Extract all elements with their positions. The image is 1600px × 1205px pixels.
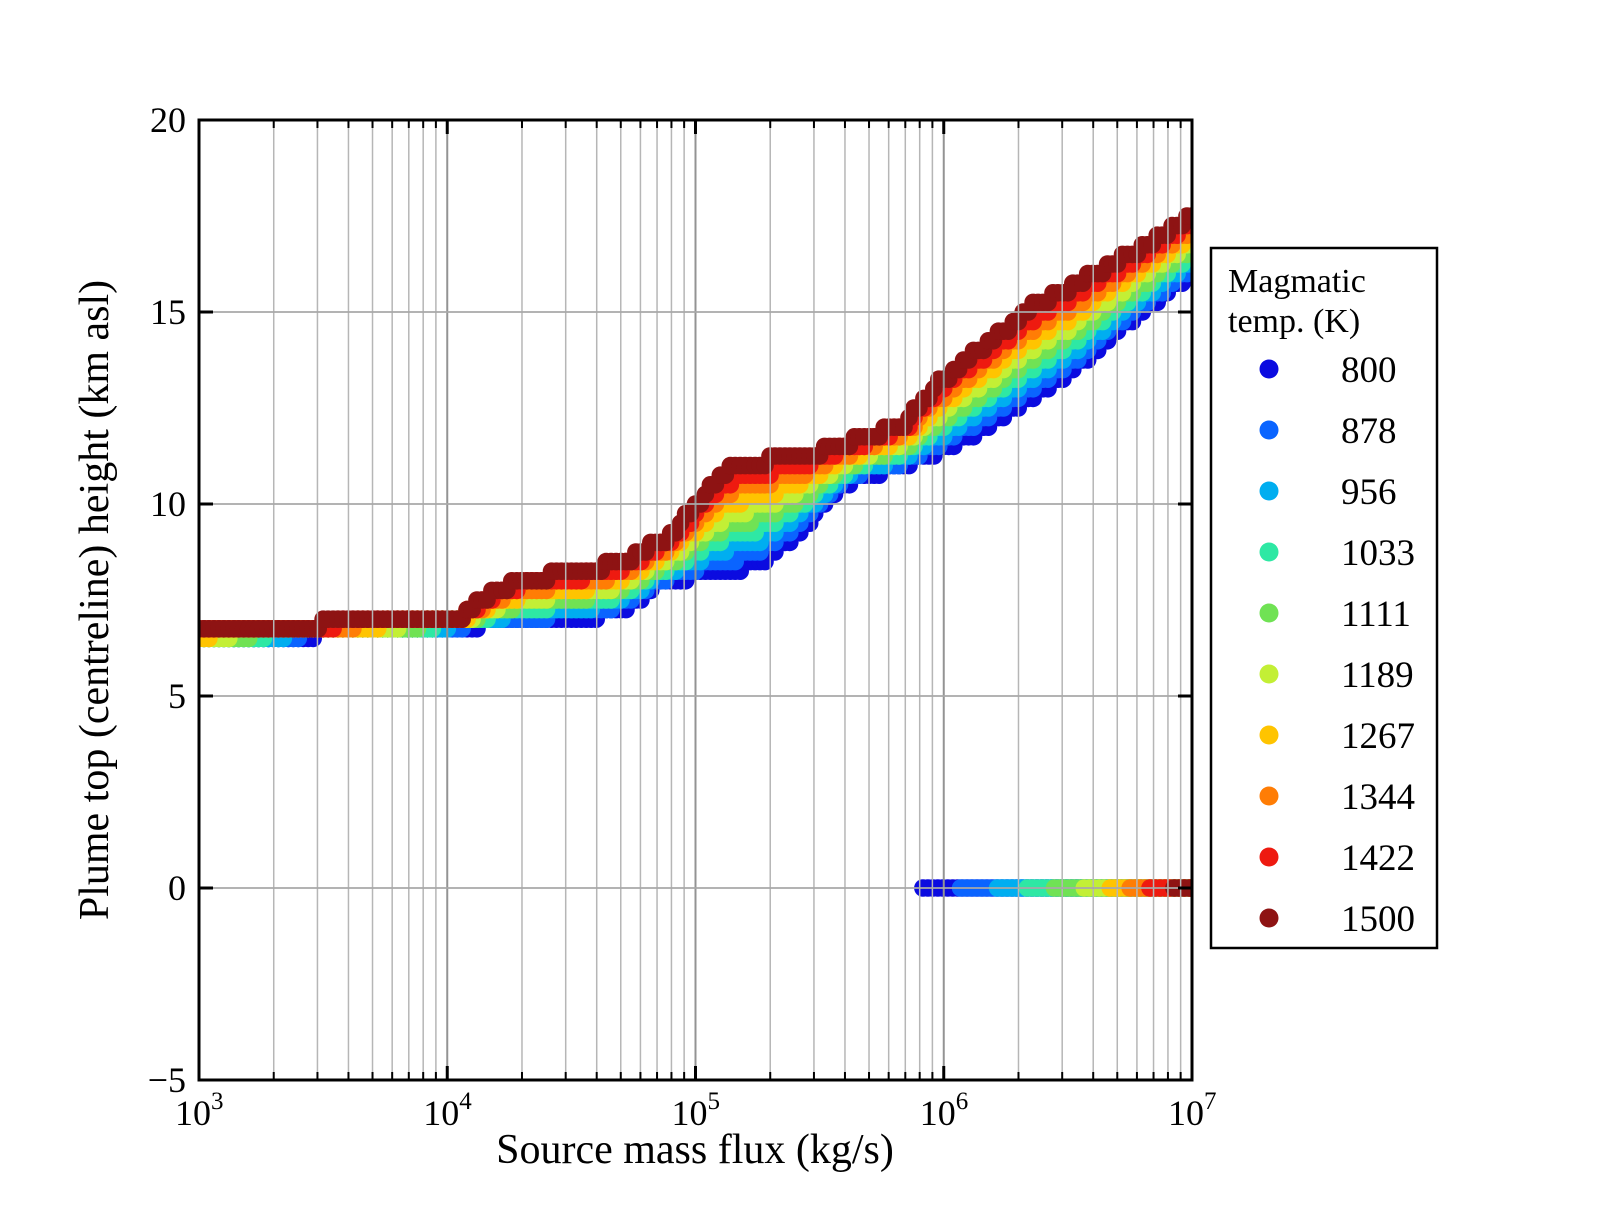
legend-marker-icon [1259,908,1279,928]
x-tick-labels: 103 104 105 106 107 [175,1088,1217,1133]
legend-items: 800 878 956 1033 1111 1189 1267 1344 1422 1500 [1259,350,1415,940]
legend-item-1422: 1422 [1259,838,1415,879]
legend-item-label: 878 [1341,411,1397,452]
legend-marker-icon [1259,603,1279,623]
axis-ticks [197,118,1194,1082]
legend-item-1267: 1267 [1259,716,1415,757]
legend-title-line2: temp. (K) [1228,303,1360,340]
legend-item-878: 878 [1259,411,1397,452]
legend-marker-icon [1259,359,1279,379]
legend-item-label: 1033 [1341,533,1415,574]
y-tick-label: 5 [168,676,186,716]
y-tick-label: 0 [168,868,186,908]
x-axis-title: Source mass flux (kg/s) [496,1127,894,1173]
legend-marker-icon [1259,542,1279,562]
y-tick-label: 20 [150,100,186,140]
y-tick-label: 10 [150,484,186,524]
legend-marker-icon [1259,847,1279,867]
legend-marker-icon [1259,481,1279,501]
x-tick-label: 104 [423,1088,472,1133]
legend-title-line1: Magmatic [1228,263,1366,300]
y-axis-title: Plume top (centreline) height (km asl) [72,280,118,920]
legend-item-800: 800 [1259,350,1397,391]
legend-item-956: 956 [1259,472,1397,513]
legend-item-label: 1111 [1341,594,1411,635]
gridlines [199,120,1192,1080]
y-tick-label: −5 [148,1060,186,1100]
legend-box [1209,246,1439,950]
x-tick-label: 103 [175,1088,224,1133]
legend-item-label: 1500 [1341,899,1415,940]
legend-item-1033: 1033 [1259,533,1415,574]
legend-item-label: 956 [1341,472,1397,513]
legend-item-label: 1422 [1341,838,1415,879]
legend-marker-icon [1259,420,1279,440]
legend-item-label: 800 [1341,350,1397,391]
legend-item-1344: 1344 [1259,777,1415,818]
legend-marker-icon [1259,664,1279,684]
legend-item-1189: 1189 [1259,655,1414,696]
band-series-1500K [199,207,1192,638]
legend-item-label: 1189 [1341,655,1414,696]
legend-item-label: 1344 [1341,777,1415,818]
legend-item-label: 1267 [1341,716,1415,757]
x-tick-label: 107 [1168,1088,1217,1133]
legend: Magmatic temp. (K) 800 878 956 1033 1111 1189… [1209,246,1439,950]
plume-height-band [199,207,1192,648]
legend-item-1500: 1500 [1259,899,1415,940]
x-tick-label: 106 [920,1088,969,1133]
x-tick-label: 105 [672,1088,721,1133]
y-tick-label: 15 [150,292,186,332]
y-tick-labels: 20 15 10 5 0 −5 [148,100,186,1100]
legend-marker-icon [1259,786,1279,806]
legend-marker-icon [1259,725,1279,745]
legend-item-1111: 1111 [1259,594,1411,635]
